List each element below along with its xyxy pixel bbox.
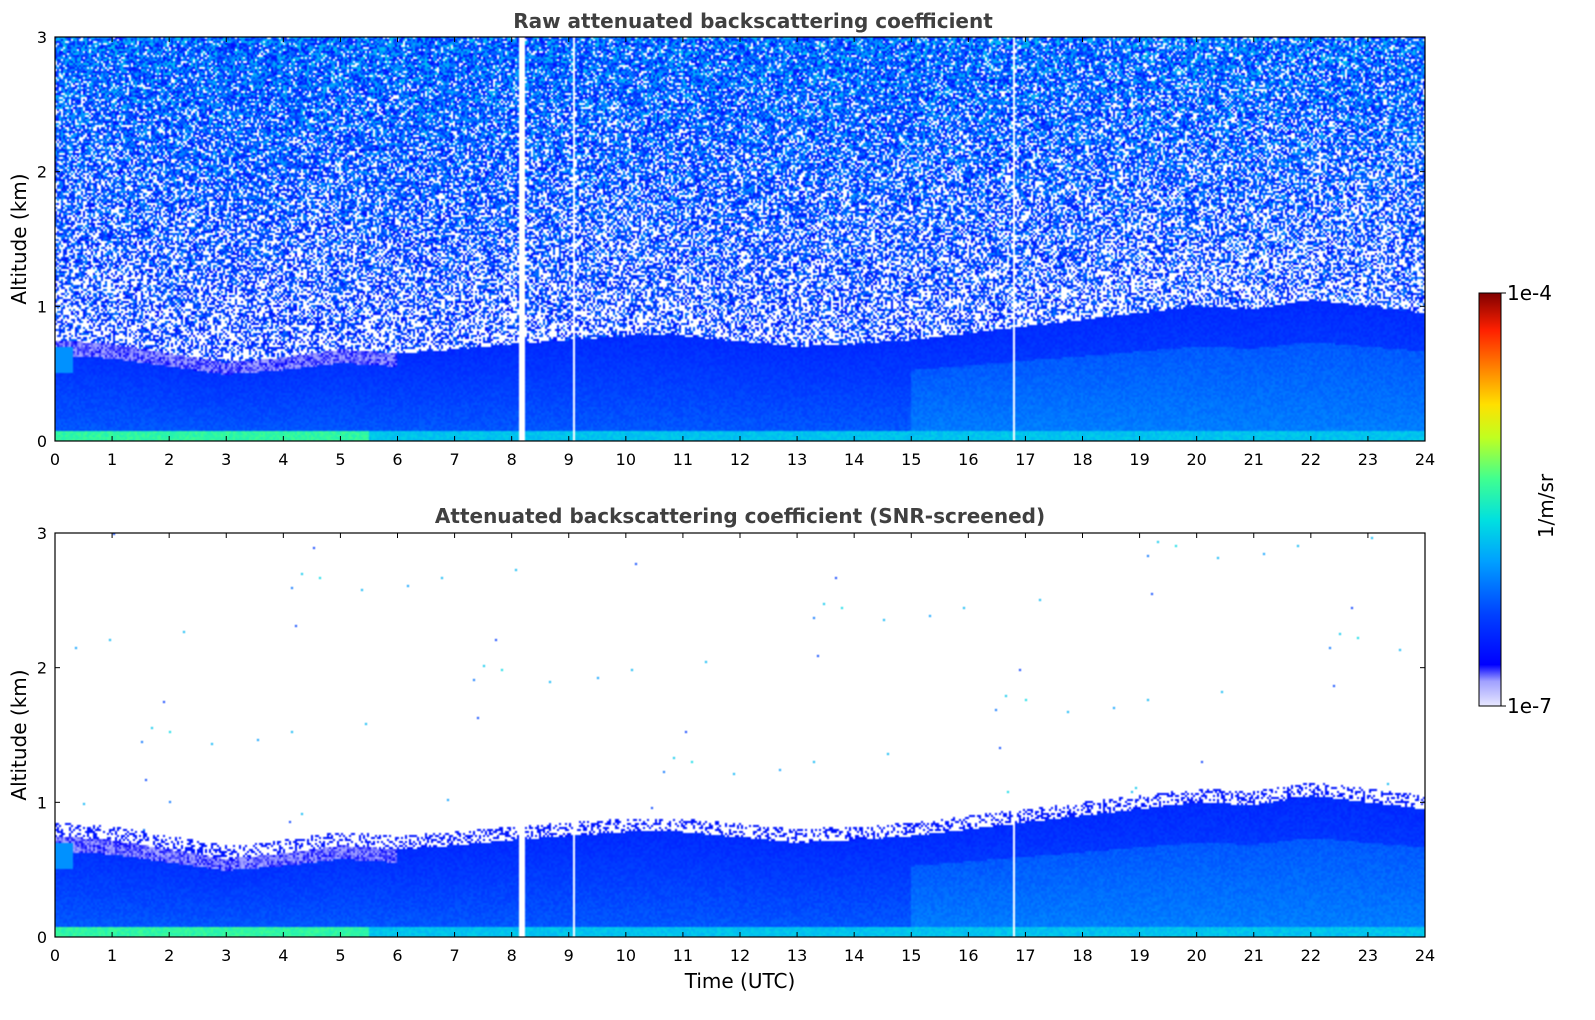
y-tick-label: 3 <box>37 28 47 47</box>
y-axis-ticks: 0 1 2 3 <box>37 28 1425 451</box>
x-tick-label: 1 <box>107 946 117 965</box>
x-tick-label: 16 <box>958 946 978 965</box>
x-tick-label: 21 <box>1244 450 1264 469</box>
heatmap-raster <box>55 37 1425 441</box>
x-tick-label: 7 <box>449 946 459 965</box>
colorbar: 1e-4 1e-7 1/m/sr <box>1478 281 1558 718</box>
x-tick-label: 5 <box>335 946 345 965</box>
x-tick-label: 14 <box>844 946 864 965</box>
x-tick-label: 18 <box>1072 946 1092 965</box>
heatmap-image <box>55 533 1425 937</box>
x-tick-label: 13 <box>787 946 807 965</box>
x-tick-label: 10 <box>616 946 636 965</box>
x-axis-ticks: 0 1 2 3 4 5 6 7 8 9 10 11 12 13 14 15 16 17 18 19 20 21 22 23 24 <box>50 533 1435 965</box>
y-tick-label: 1 <box>37 297 47 316</box>
x-tick-label: 21 <box>1244 946 1264 965</box>
y-axis-ticks: 0 1 2 3 <box>37 524 1425 947</box>
x-tick-label: 2 <box>164 946 174 965</box>
y-tick-label: 1 <box>37 793 47 812</box>
y-tick-label: 2 <box>37 163 47 182</box>
x-tick-label: 17 <box>1015 450 1035 469</box>
y-axis-label: Altitude (km) <box>7 669 31 800</box>
snr-screened-panel: Attenuated backscattering coefficient (S… <box>7 504 1435 993</box>
x-tick-label: 12 <box>730 946 750 965</box>
x-tick-label: 20 <box>1186 450 1206 469</box>
colorbar-min-label: 1e-7 <box>1507 694 1552 718</box>
x-tick-label: 1 <box>107 450 117 469</box>
x-tick-label: 4 <box>278 946 288 965</box>
x-tick-label: 11 <box>673 450 693 469</box>
x-tick-label: 7 <box>449 450 459 469</box>
x-tick-label: 22 <box>1301 450 1321 469</box>
x-tick-label: 3 <box>221 450 231 469</box>
x-tick-label: 6 <box>392 946 402 965</box>
x-tick-label: 2 <box>164 450 174 469</box>
x-tick-label: 3 <box>221 946 231 965</box>
chart-title: Raw attenuated backscattering coefficien… <box>513 9 993 33</box>
x-tick-label: 20 <box>1186 946 1206 965</box>
x-tick-label: 16 <box>958 450 978 469</box>
x-tick-label: 24 <box>1415 450 1435 469</box>
x-tick-label: 0 <box>50 946 60 965</box>
chart-title: Attenuated backscattering coefficient (S… <box>435 504 1045 528</box>
x-tick-label: 9 <box>564 450 574 469</box>
x-tick-label: 23 <box>1358 450 1378 469</box>
colorbar-max-label: 1e-4 <box>1507 281 1552 305</box>
raw-backscatter-panel: Raw attenuated backscattering coefficien… <box>7 9 1435 469</box>
y-tick-label: 3 <box>37 524 47 543</box>
x-tick-label: 4 <box>278 450 288 469</box>
x-tick-label: 12 <box>730 450 750 469</box>
y-tick-label: 0 <box>37 928 47 947</box>
x-tick-label: 14 <box>844 450 864 469</box>
x-tick-label: 13 <box>787 450 807 469</box>
heatmap-raster <box>55 533 1425 937</box>
colorbar-scale <box>1478 292 1502 707</box>
x-tick-label: 17 <box>1015 946 1035 965</box>
x-tick-label: 0 <box>50 450 60 469</box>
x-tick-label: 5 <box>335 450 345 469</box>
y-tick-label: 2 <box>37 659 47 678</box>
x-tick-label: 6 <box>392 450 402 469</box>
x-tick-label: 22 <box>1301 946 1321 965</box>
x-tick-label: 19 <box>1129 946 1149 965</box>
x-tick-label: 8 <box>507 450 517 469</box>
colorbar-unit-label: 1/m/sr <box>1534 473 1558 538</box>
x-tick-label: 18 <box>1072 450 1092 469</box>
x-tick-label: 8 <box>507 946 517 965</box>
x-axis-ticks: 0 1 2 3 4 5 6 7 8 9 10 11 12 13 14 15 16 17 18 19 20 21 22 23 24 <box>50 37 1435 469</box>
heatmap-image <box>55 37 1425 441</box>
y-axis-label: Altitude (km) <box>7 173 31 304</box>
x-tick-label: 15 <box>901 946 921 965</box>
y-tick-label: 0 <box>37 432 47 451</box>
x-tick-label: 19 <box>1129 450 1149 469</box>
x-tick-label: 24 <box>1415 946 1435 965</box>
x-axis-label: Time (UTC) <box>684 969 796 993</box>
x-tick-label: 10 <box>616 450 636 469</box>
x-tick-label: 23 <box>1358 946 1378 965</box>
x-tick-label: 15 <box>901 450 921 469</box>
x-tick-label: 11 <box>673 946 693 965</box>
x-tick-label: 9 <box>564 946 574 965</box>
